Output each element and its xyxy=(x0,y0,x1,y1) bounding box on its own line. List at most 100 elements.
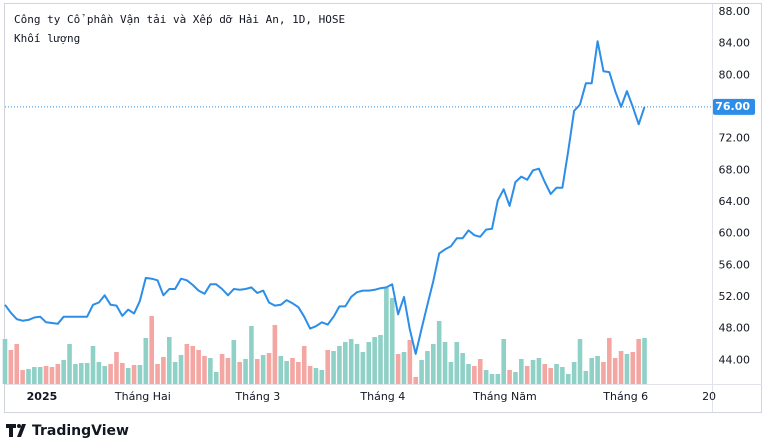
price-line xyxy=(4,40,646,355)
volume-bar xyxy=(161,357,166,384)
volume-bar xyxy=(319,370,325,384)
volume-bar xyxy=(55,364,61,384)
volume-bar xyxy=(325,350,330,384)
y-tick-label: 68.00 xyxy=(719,163,751,176)
volume-bar xyxy=(43,366,49,384)
volume-bar xyxy=(612,358,618,384)
volume-bar xyxy=(477,359,483,384)
logo-icon xyxy=(6,424,26,437)
volume-bar xyxy=(254,359,260,384)
volume-bar xyxy=(342,342,348,384)
x-tick-label: Tháng 3 xyxy=(234,390,280,403)
volume-bar xyxy=(20,370,25,384)
last-price-tag xyxy=(713,98,755,115)
y-tick-label: 44.00 xyxy=(719,353,751,366)
brand: TradingView xyxy=(32,423,129,439)
volume-bar xyxy=(630,352,636,384)
volume-bar xyxy=(548,368,553,384)
volume-bar xyxy=(624,354,630,384)
volume-bar xyxy=(360,352,366,384)
volume-bar xyxy=(172,362,178,384)
volume-bar xyxy=(37,367,43,384)
volume-bar xyxy=(384,288,389,384)
volume-bar xyxy=(290,358,295,384)
volume-bar xyxy=(32,367,37,384)
x-tick-label: 2025 xyxy=(27,390,58,403)
volume-bar xyxy=(348,339,354,384)
volume-bar xyxy=(601,362,606,384)
volume-bar xyxy=(636,339,641,384)
volume-bar xyxy=(301,346,307,384)
volume-bar xyxy=(78,363,84,384)
y-tick-label: 84.00 xyxy=(719,37,751,50)
volume-bar xyxy=(372,337,377,384)
last-price-label: 76.00 xyxy=(715,100,750,113)
volume-bar xyxy=(618,351,624,384)
volume-bar xyxy=(436,321,442,384)
volume-bar xyxy=(2,339,8,384)
x-tick-label: Tháng Hai xyxy=(114,390,171,403)
y-tick-label: 72.00 xyxy=(719,132,751,145)
frame xyxy=(4,3,762,413)
y-tick-label: 64.00 xyxy=(719,195,751,208)
volume-bar xyxy=(137,365,143,384)
volume-bar xyxy=(642,338,647,384)
y-tick-label: 56.00 xyxy=(719,258,751,271)
volume-bar xyxy=(454,342,460,384)
volume-bar xyxy=(466,364,471,384)
volume-bar xyxy=(413,377,419,384)
volume-bar xyxy=(524,366,530,384)
logo-dot xyxy=(17,424,21,428)
volume-bar xyxy=(67,344,72,384)
volume-bar xyxy=(114,352,119,384)
volume-bar xyxy=(278,356,284,384)
volume-bar xyxy=(213,372,219,384)
volume-bar xyxy=(401,352,407,384)
volume-bar xyxy=(284,361,289,384)
volume-bar xyxy=(536,358,542,384)
volume-bar xyxy=(313,368,319,384)
y-tick-label: 48.00 xyxy=(719,322,751,335)
volume-bar xyxy=(337,346,342,384)
volume-bar xyxy=(231,340,237,384)
volume-bar xyxy=(96,362,102,384)
volume-bar xyxy=(272,325,278,384)
volume-bar xyxy=(8,350,14,384)
y-tick-label: 60.00 xyxy=(719,227,751,240)
x-tick-label: Tháng 6 xyxy=(602,390,648,403)
volume-bar xyxy=(61,360,66,384)
volume-bar xyxy=(307,366,313,384)
volume-bar xyxy=(507,370,512,384)
volume-bar xyxy=(354,344,360,384)
x-tick-label: 20 xyxy=(702,390,716,403)
volume-bar xyxy=(542,364,548,384)
volume-bar xyxy=(407,340,413,384)
volume-bar xyxy=(202,356,207,384)
volume-bar xyxy=(595,356,600,384)
volume-bar xyxy=(49,367,55,384)
volume-bar xyxy=(607,338,612,384)
volume-bar xyxy=(554,364,559,384)
volume-bar xyxy=(489,374,495,384)
volume-bar xyxy=(26,369,31,384)
volume-bar xyxy=(155,364,160,384)
volume-bar xyxy=(331,351,336,384)
volume-bar xyxy=(513,372,518,384)
volume-bar xyxy=(184,344,190,384)
volume-bar xyxy=(425,351,430,384)
volume-bar xyxy=(366,342,372,384)
logo: TradingView xyxy=(6,423,129,439)
volume-bar xyxy=(530,360,536,384)
volume-bar xyxy=(243,359,248,384)
volume-bar xyxy=(431,344,436,384)
volume-bar xyxy=(460,353,465,384)
volume-bar xyxy=(571,362,577,384)
volume-bar xyxy=(249,326,254,384)
volume-bar xyxy=(237,362,242,384)
volume-bar xyxy=(208,358,213,384)
volume-bar xyxy=(143,338,149,384)
volume-bar xyxy=(178,355,184,384)
volume-bar xyxy=(149,316,154,384)
volume-bar xyxy=(190,346,196,384)
